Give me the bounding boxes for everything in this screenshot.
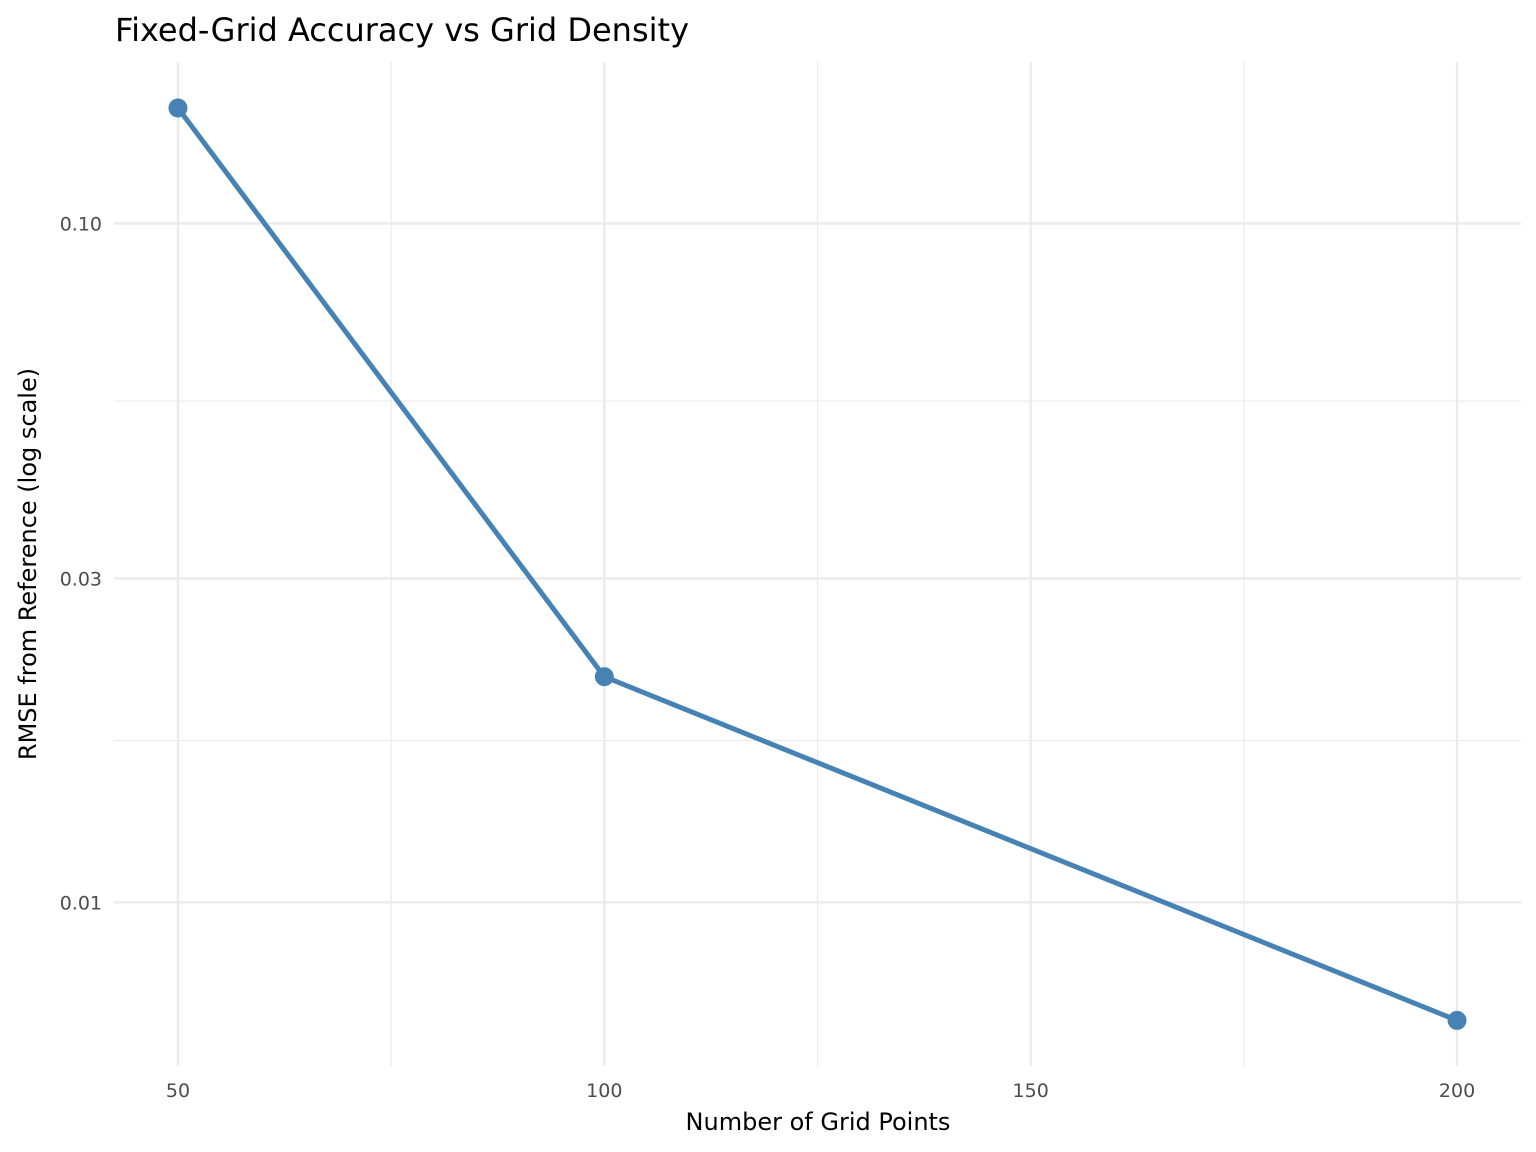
grid [114,62,1521,1066]
x-tick-label: 150 [1013,1080,1049,1102]
y-tick-label: 0.10 [60,214,102,236]
y-tick-label: 0.03 [60,568,102,590]
y-tick-label: 0.01 [60,892,102,914]
data-point [594,667,614,687]
data-point [168,98,188,118]
y-axis-label: RMSE from Reference (log scale) [14,368,42,760]
series [168,98,1467,1030]
data-point [1447,1010,1467,1030]
tick-labels: 50 100 150 200 0.01 0.03 0.10 [60,214,1475,1102]
x-tick-label: 50 [166,1080,190,1102]
x-tick-label: 200 [1439,1080,1475,1102]
chart-title: Fixed-Grid Accuracy vs Grid Density [115,11,689,49]
x-tick-label: 100 [586,1080,622,1102]
x-axis-label: Number of Grid Points [686,1108,951,1136]
